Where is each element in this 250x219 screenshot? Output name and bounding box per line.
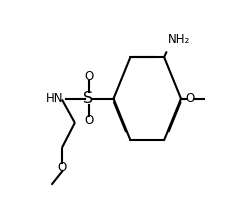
Text: HN: HN	[46, 92, 63, 105]
Text: O: O	[58, 161, 67, 174]
Text: O: O	[184, 92, 194, 105]
Text: NH₂: NH₂	[167, 33, 189, 46]
Text: S: S	[83, 91, 93, 106]
Text: O: O	[84, 114, 93, 127]
Text: O: O	[84, 70, 93, 83]
